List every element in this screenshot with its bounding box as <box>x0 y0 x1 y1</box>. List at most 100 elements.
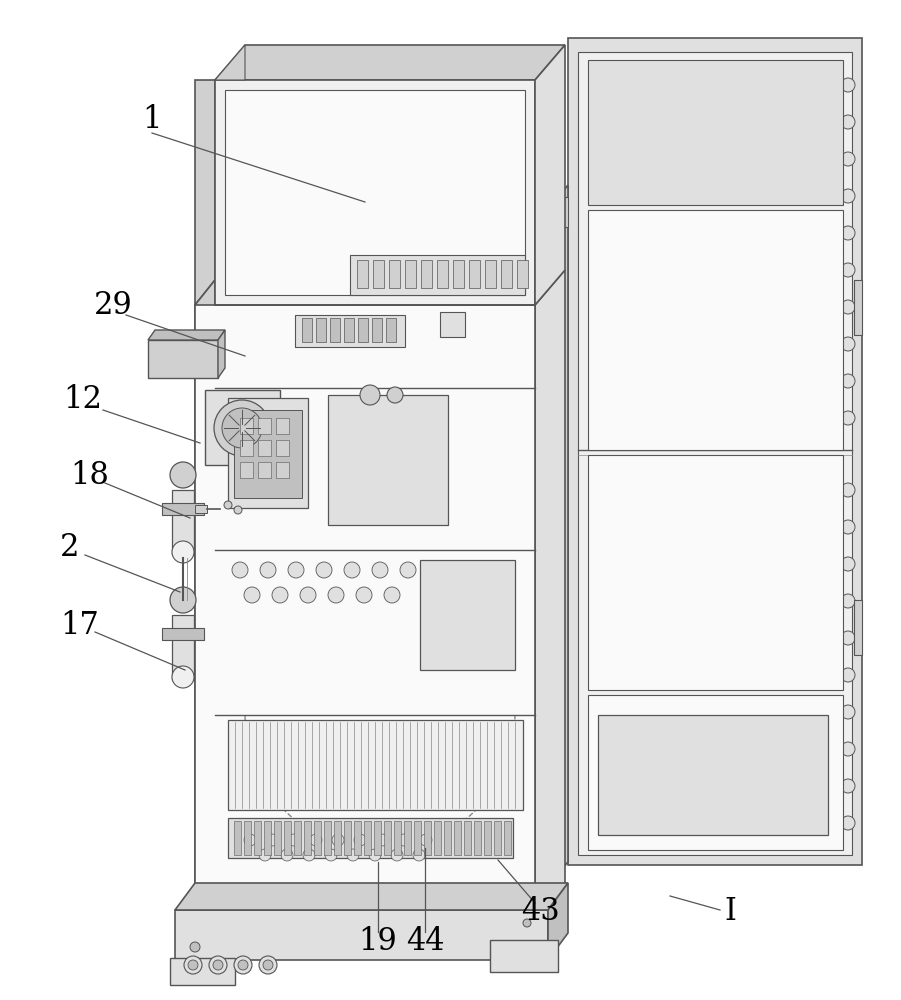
Circle shape <box>209 956 227 974</box>
Polygon shape <box>195 305 535 910</box>
Circle shape <box>170 587 196 613</box>
Polygon shape <box>535 210 548 900</box>
Circle shape <box>281 849 293 861</box>
Bar <box>294 821 301 855</box>
Polygon shape <box>148 340 218 378</box>
Circle shape <box>387 387 403 403</box>
Circle shape <box>214 400 270 456</box>
Circle shape <box>332 834 344 846</box>
Bar <box>453 260 464 288</box>
Bar <box>588 60 843 205</box>
Polygon shape <box>175 883 568 910</box>
Polygon shape <box>548 185 568 885</box>
Bar <box>276 440 289 456</box>
Circle shape <box>841 337 855 351</box>
Bar <box>474 821 481 855</box>
Circle shape <box>841 779 855 793</box>
Circle shape <box>400 562 416 578</box>
Bar <box>373 260 384 288</box>
Bar <box>404 821 411 855</box>
Text: 12: 12 <box>63 384 103 416</box>
Bar <box>854 600 862 655</box>
Bar <box>172 490 194 555</box>
Text: 17: 17 <box>60 609 99 641</box>
Bar <box>501 260 512 288</box>
Bar <box>228 398 308 508</box>
Bar <box>302 318 312 342</box>
Bar <box>588 210 843 450</box>
Polygon shape <box>175 910 548 960</box>
Polygon shape <box>148 330 225 340</box>
Bar <box>258 462 271 478</box>
Bar <box>357 260 368 288</box>
Bar <box>364 821 371 855</box>
Text: 19: 19 <box>359 926 397 958</box>
Circle shape <box>316 562 332 578</box>
Circle shape <box>238 960 248 970</box>
Circle shape <box>841 557 855 571</box>
Bar <box>494 821 501 855</box>
Circle shape <box>841 300 855 314</box>
Bar <box>284 821 291 855</box>
Text: 18: 18 <box>70 460 109 490</box>
Text: 2: 2 <box>60 532 80 564</box>
Circle shape <box>272 587 288 603</box>
Bar <box>240 440 253 456</box>
Bar <box>234 410 302 498</box>
Polygon shape <box>195 280 215 910</box>
Bar <box>258 440 271 456</box>
Text: 44: 44 <box>405 926 444 958</box>
Circle shape <box>300 587 316 603</box>
Circle shape <box>841 668 855 682</box>
Circle shape <box>841 631 855 645</box>
Circle shape <box>841 374 855 388</box>
Bar <box>469 260 480 288</box>
Circle shape <box>259 956 277 974</box>
Circle shape <box>190 942 200 952</box>
Bar <box>434 821 441 855</box>
Bar <box>588 455 843 690</box>
Text: 29: 29 <box>94 290 132 320</box>
Circle shape <box>841 115 855 129</box>
Circle shape <box>263 960 273 970</box>
Circle shape <box>841 263 855 277</box>
Bar <box>304 821 311 855</box>
Bar <box>358 318 368 342</box>
Bar <box>405 260 416 288</box>
Bar <box>228 818 513 858</box>
Polygon shape <box>568 38 862 865</box>
Circle shape <box>234 956 252 974</box>
Circle shape <box>841 742 855 756</box>
Circle shape <box>376 834 388 846</box>
Circle shape <box>841 594 855 608</box>
Polygon shape <box>490 940 558 972</box>
Circle shape <box>213 960 223 970</box>
Bar <box>254 821 261 855</box>
Bar <box>485 260 496 288</box>
Circle shape <box>222 408 262 448</box>
Circle shape <box>172 666 194 688</box>
Bar <box>444 821 451 855</box>
Bar <box>421 260 432 288</box>
Circle shape <box>841 705 855 719</box>
Circle shape <box>260 562 276 578</box>
Polygon shape <box>215 45 565 80</box>
Bar <box>328 395 448 525</box>
Circle shape <box>303 849 315 861</box>
Circle shape <box>356 587 372 603</box>
Circle shape <box>344 562 360 578</box>
Circle shape <box>354 834 366 846</box>
Circle shape <box>369 849 381 861</box>
Bar <box>588 695 843 850</box>
Text: I: I <box>724 896 736 928</box>
Bar <box>504 821 511 855</box>
Polygon shape <box>215 45 245 80</box>
Circle shape <box>234 506 242 514</box>
Circle shape <box>523 919 531 927</box>
Circle shape <box>172 541 194 563</box>
Circle shape <box>841 520 855 534</box>
Bar <box>484 821 491 855</box>
Polygon shape <box>578 52 852 855</box>
Bar <box>535 197 568 227</box>
Circle shape <box>259 849 271 861</box>
